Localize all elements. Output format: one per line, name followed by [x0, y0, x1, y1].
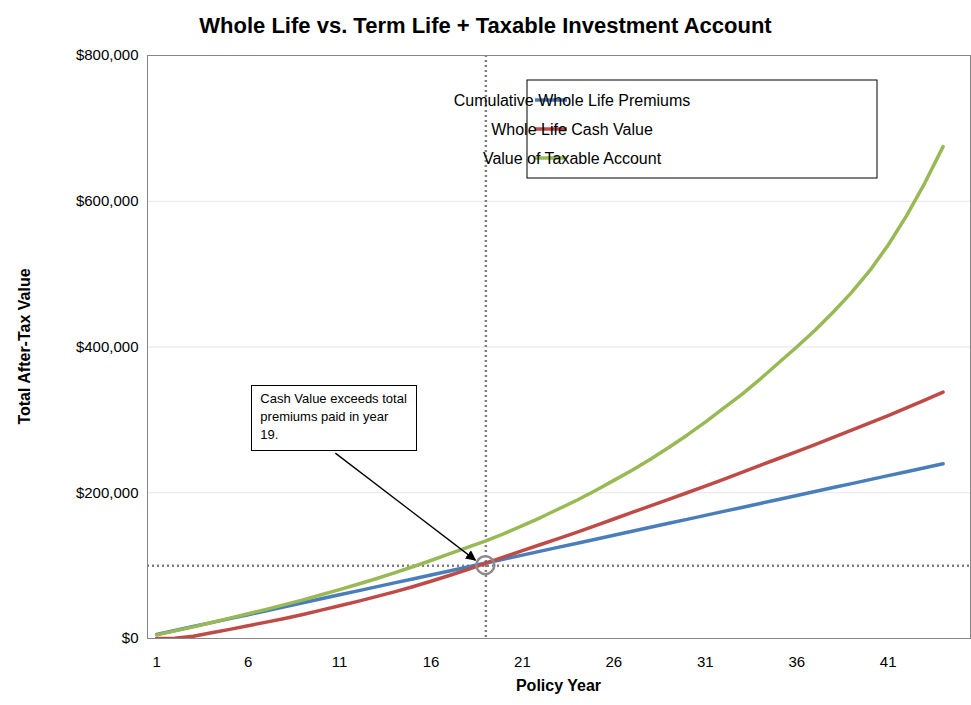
svg-text:Cumulative Whole Life Premiums: Cumulative Whole Life Premiums [454, 92, 691, 109]
svg-text:$600,000: $600,000 [76, 192, 139, 209]
svg-text:Policy Year: Policy Year [516, 677, 601, 694]
svg-text:$400,000: $400,000 [76, 338, 139, 355]
svg-text:$200,000: $200,000 [76, 484, 139, 501]
svg-text:6: 6 [244, 653, 252, 670]
svg-text:Whole Life Cash Value: Whole Life Cash Value [491, 121, 653, 138]
svg-text:Total After-Tax Value: Total After-Tax Value [16, 268, 33, 424]
svg-text:1: 1 [152, 653, 160, 670]
svg-text:36: 36 [788, 653, 805, 670]
svg-text:16: 16 [423, 653, 440, 670]
svg-text:26: 26 [606, 653, 623, 670]
html-text:Whole Life vs. Term Life + Tax: Whole Life vs. Term Life + Taxable Inves… [199, 13, 772, 38]
svg-text:11: 11 [332, 653, 348, 670]
svg-text:41: 41 [880, 653, 897, 670]
svg-text:21: 21 [514, 653, 531, 670]
svg-text:$0: $0 [122, 629, 139, 646]
html-text:Cash Value exceeds total premi: Cash Value exceeds total premiums paid i… [260, 391, 407, 443]
svg-text:Value of Taxable Account: Value of Taxable Account [483, 150, 662, 167]
svg-text:31: 31 [697, 653, 714, 670]
svg-text:$800,000: $800,000 [76, 46, 139, 63]
